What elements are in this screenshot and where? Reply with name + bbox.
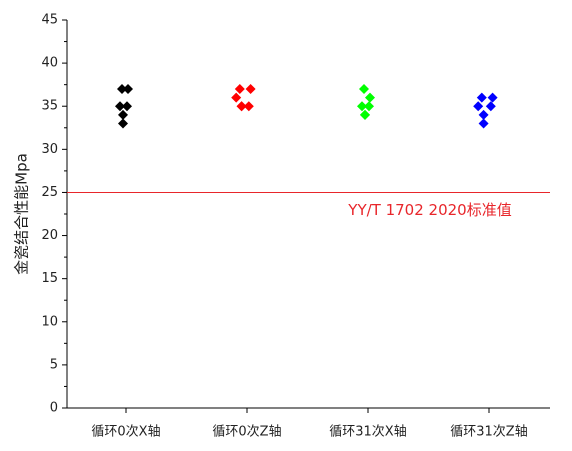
x-tick-label: 循环31次Z轴 (450, 424, 527, 440)
y-tick-label: 45 (41, 13, 58, 28)
y-axis-label: 金瓷结合性能Mpa (13, 153, 31, 275)
x-tick-label: 循环0次X轴 (91, 424, 160, 440)
x-tick-label: 循环0次Z轴 (212, 424, 281, 440)
data-point (485, 101, 496, 112)
data-point (478, 118, 489, 129)
y-tick-label: 5 (50, 357, 58, 372)
data-point (123, 83, 133, 94)
data-point (357, 101, 367, 112)
y-tick-label: 30 (41, 142, 58, 157)
y-tick-label: 15 (41, 271, 58, 286)
data-point (364, 101, 374, 112)
data-point (487, 92, 498, 103)
y-tick-label: 20 (41, 228, 58, 243)
data-point (118, 118, 128, 129)
data-point (234, 83, 245, 94)
data-point (245, 83, 256, 94)
data-point (117, 83, 127, 94)
y-tick-label: 10 (41, 314, 58, 329)
data-point (359, 83, 369, 94)
data-point (231, 92, 242, 103)
data-point (473, 101, 484, 112)
data-point (478, 109, 489, 120)
y-tick-label: 0 (50, 401, 58, 416)
data-point (122, 101, 132, 112)
data-point (243, 101, 254, 112)
data-point (365, 92, 375, 103)
y-tick-label: 40 (41, 56, 58, 71)
y-tick-label: 25 (41, 185, 58, 200)
reference-label: YY/T 1702 2020标准值 (347, 201, 511, 219)
data-point (236, 101, 247, 112)
data-point (360, 109, 370, 120)
x-tick-label: 循环31次X轴 (329, 424, 406, 440)
data-point (118, 109, 128, 120)
data-point (476, 92, 487, 103)
y-tick-label: 35 (41, 99, 58, 114)
data-point (115, 101, 125, 112)
